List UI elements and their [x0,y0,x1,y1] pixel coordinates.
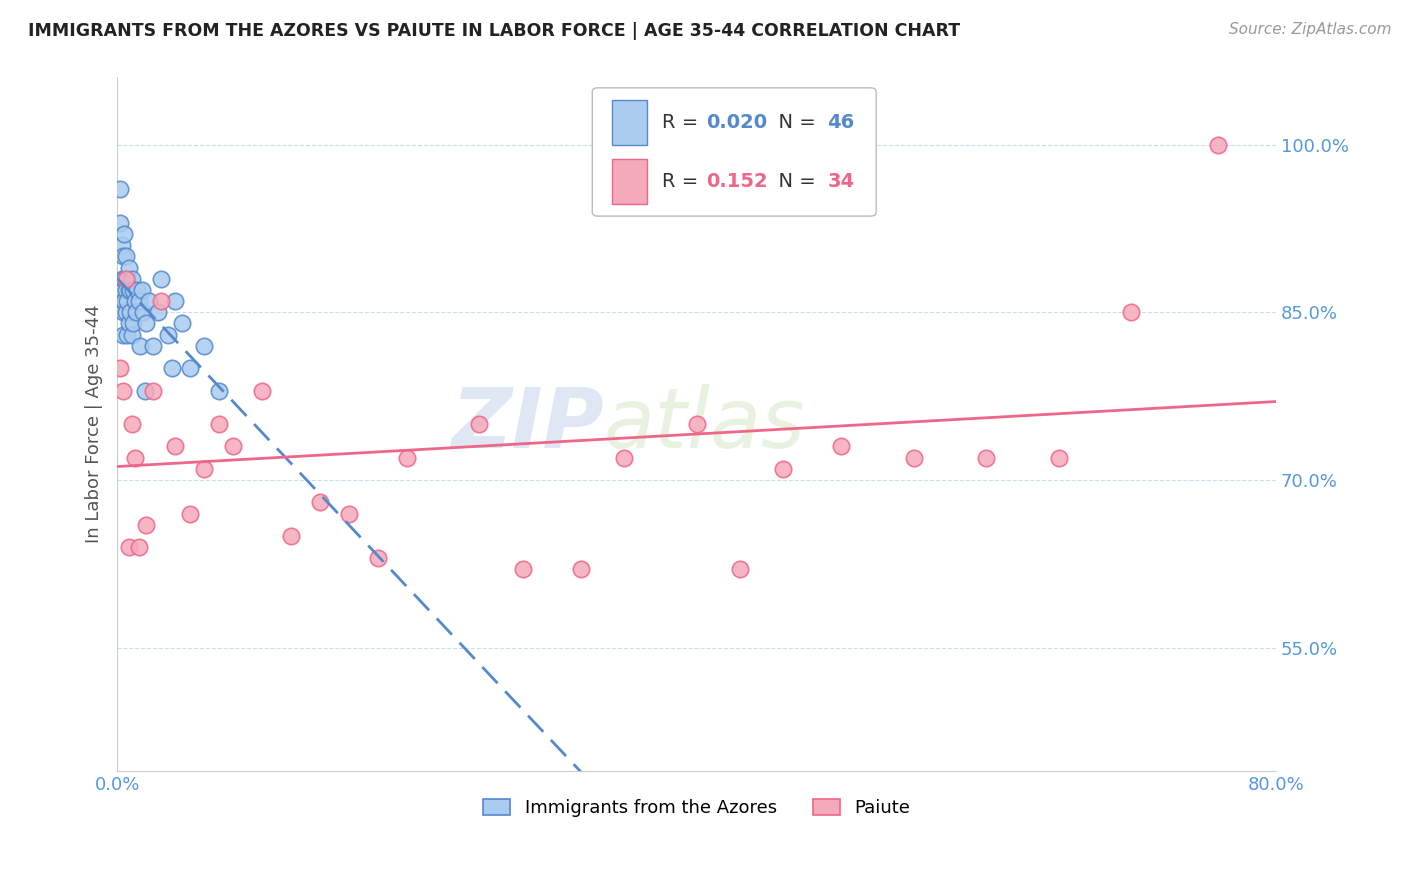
Point [120,305,142,319]
Point [111,283,134,297]
Point [1047,450,1070,465]
Point [128,540,150,554]
Point [142,339,165,353]
Text: Source: ZipAtlas.com: Source: ZipAtlas.com [1229,22,1392,37]
Text: N =: N = [766,172,823,191]
Point [110,238,132,252]
Point [132,305,155,319]
Point [207,384,229,398]
Point [108,182,131,196]
Point [118,283,141,297]
Point [122,317,145,331]
Point [250,384,273,398]
Point [135,517,157,532]
Point [149,294,172,309]
Point [121,271,143,285]
Point [115,249,138,263]
Point [111,384,134,398]
Point [114,294,136,309]
Point [117,294,139,309]
Point [222,439,245,453]
Point [728,562,751,576]
Point [1206,137,1229,152]
Text: 46: 46 [828,113,855,132]
Point [179,507,201,521]
Point [569,562,592,576]
Point [165,294,187,309]
Point [280,529,302,543]
Point [114,227,136,241]
FancyBboxPatch shape [612,100,647,145]
Point [121,327,143,342]
Point [128,294,150,309]
Point [685,417,707,431]
Point [129,339,152,353]
Point [193,462,215,476]
Point [395,450,418,465]
Text: 0.020: 0.020 [706,113,766,132]
Point [121,417,143,431]
Point [110,271,132,285]
Point [124,294,146,309]
Text: R =: R = [662,172,704,191]
Point [118,540,141,554]
Point [124,450,146,465]
Point [108,361,131,376]
Point [111,327,134,342]
Point [193,339,215,353]
Point [772,462,794,476]
Point [142,384,165,398]
Text: 34: 34 [828,172,855,191]
Text: IMMIGRANTS FROM THE AZORES VS PAIUTE IN LABOR FORCE | AGE 35-44 CORRELATION CHAR: IMMIGRANTS FROM THE AZORES VS PAIUTE IN … [28,22,960,40]
Point [156,327,179,342]
Point [118,260,141,275]
Point [115,283,138,297]
Point [512,562,534,576]
Text: ZIP: ZIP [451,384,603,465]
Text: N =: N = [766,113,823,132]
Point [179,361,201,376]
Point [118,317,141,331]
Point [613,450,636,465]
Point [160,361,183,376]
Text: 0.152: 0.152 [706,172,768,191]
Point [146,305,169,319]
Point [114,271,136,285]
Point [172,317,194,331]
Point [115,271,138,285]
Point [111,305,134,319]
Legend: Immigrants from the Azores, Paiute: Immigrants from the Azores, Paiute [475,791,917,824]
Point [337,507,360,521]
FancyBboxPatch shape [612,159,647,204]
Point [108,216,131,230]
FancyBboxPatch shape [592,87,876,216]
Point [127,283,149,297]
Point [111,249,134,263]
Point [122,283,145,297]
Point [138,294,160,309]
Point [1119,305,1142,319]
Point [207,417,229,431]
Point [830,439,852,453]
Point [125,305,148,319]
Point [974,450,997,465]
Point [165,439,187,453]
Point [117,271,139,285]
Point [115,305,138,319]
Point [135,317,157,331]
Point [120,283,142,297]
Point [134,384,156,398]
Point [117,327,139,342]
Point [468,417,491,431]
Y-axis label: In Labor Force | Age 35-44: In Labor Force | Age 35-44 [86,305,103,543]
Point [903,450,925,465]
Point [131,283,153,297]
Point [309,495,332,509]
Point [367,551,389,566]
Text: R =: R = [662,113,704,132]
Point [149,271,172,285]
Text: atlas: atlas [603,384,806,465]
